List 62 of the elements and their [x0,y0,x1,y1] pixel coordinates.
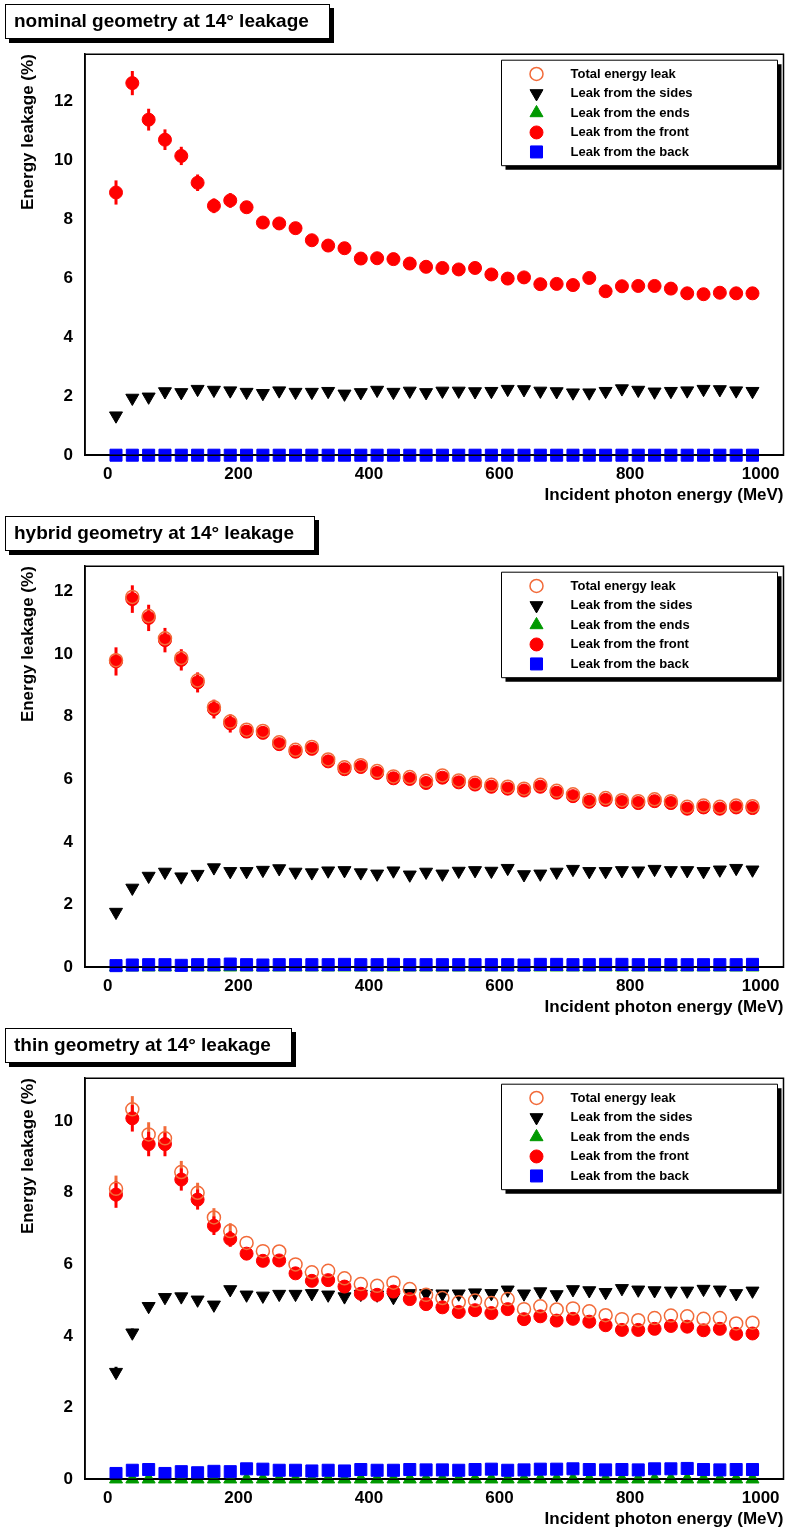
x-tick-label: 600 [485,976,514,996]
y-tick-label: 6 [63,1254,73,1274]
x-tick-label: 800 [615,1488,645,1508]
x-tick-label: 800 [615,976,645,996]
y-tick-label: 2 [63,385,73,405]
y-tick-label: 2 [63,1397,73,1417]
x-tick-label: 0 [103,976,113,996]
legend-label: Total energy leak [570,577,677,593]
chart-title: hybrid geometry at 14° leakage [5,516,316,551]
y-tick-label: 12 [54,580,73,600]
y-tick-label: 4 [63,1325,74,1345]
legend-label: Leak from the ends [570,104,690,120]
y-axis-title: Energy leakage (%) [17,54,37,211]
legend-label: Total energy leak [570,65,677,81]
legend-label: Leak from the ends [570,616,690,632]
y-tick-label: 4 [63,326,74,346]
x-tick-label: 800 [615,464,645,484]
y-tick-label: 2 [63,894,73,914]
legend-label: Leak from the sides [570,1109,693,1125]
x-tick-label: 0 [103,1488,113,1508]
legend-label: Leak from the back [570,1167,690,1183]
y-tick-label: 0 [63,956,73,976]
legend-label: Leak from the sides [570,85,693,101]
legend-label: Leak from the front [570,1148,690,1164]
chart-title: nominal geometry at 14° leakage [5,4,330,39]
y-tick-label: 0 [63,1468,73,1488]
y-tick-label: 4 [63,831,74,851]
y-tick-label: 8 [63,209,73,229]
y-tick-label: 6 [63,267,73,287]
y-tick-label: 8 [63,706,73,726]
x-tick-label: 1000 [741,976,780,996]
x-tick-label: 600 [485,464,514,484]
x-tick-label: 1000 [741,1488,780,1508]
x-tick-label: 400 [354,976,384,996]
x-axis-title: Incident photon energy (MeV) [544,1509,784,1528]
x-tick-label: 1000 [741,464,780,484]
y-axis-title: Energy leakage (%) [17,1078,37,1235]
x-tick-label: 600 [485,1488,514,1508]
x-tick-label: 200 [224,464,253,484]
y-tick-label: 10 [54,1110,73,1130]
x-axis-title: Incident photon energy (MeV) [544,485,784,505]
legend-label: Leak from the front [570,124,690,140]
x-tick-label: 400 [354,464,384,484]
y-tick-label: 12 [54,91,73,111]
y-tick-label: 10 [54,643,73,663]
x-tick-label: 0 [103,464,113,484]
legend-label: Leak from the front [570,636,690,652]
x-tick-label: 200 [224,1488,253,1508]
x-tick-label: 400 [354,1488,384,1508]
legend-label: Leak from the ends [570,1128,690,1144]
legend-label: Leak from the sides [570,597,693,613]
y-tick-label: 10 [54,150,73,170]
legend-label: Leak from the back [570,143,690,159]
chart-title: thin geometry at 14° leakage [5,1028,292,1063]
legend-label: Leak from the back [570,655,690,671]
y-tick-label: 8 [63,1182,73,1202]
y-tick-label: 6 [63,768,73,788]
x-axis-title: Incident photon energy (MeV) [544,997,784,1017]
y-axis-title: Energy leakage (%) [17,566,37,723]
legend-label: Total energy leak [570,1089,677,1105]
y-tick-label: 0 [63,444,73,464]
x-tick-label: 200 [224,976,253,996]
